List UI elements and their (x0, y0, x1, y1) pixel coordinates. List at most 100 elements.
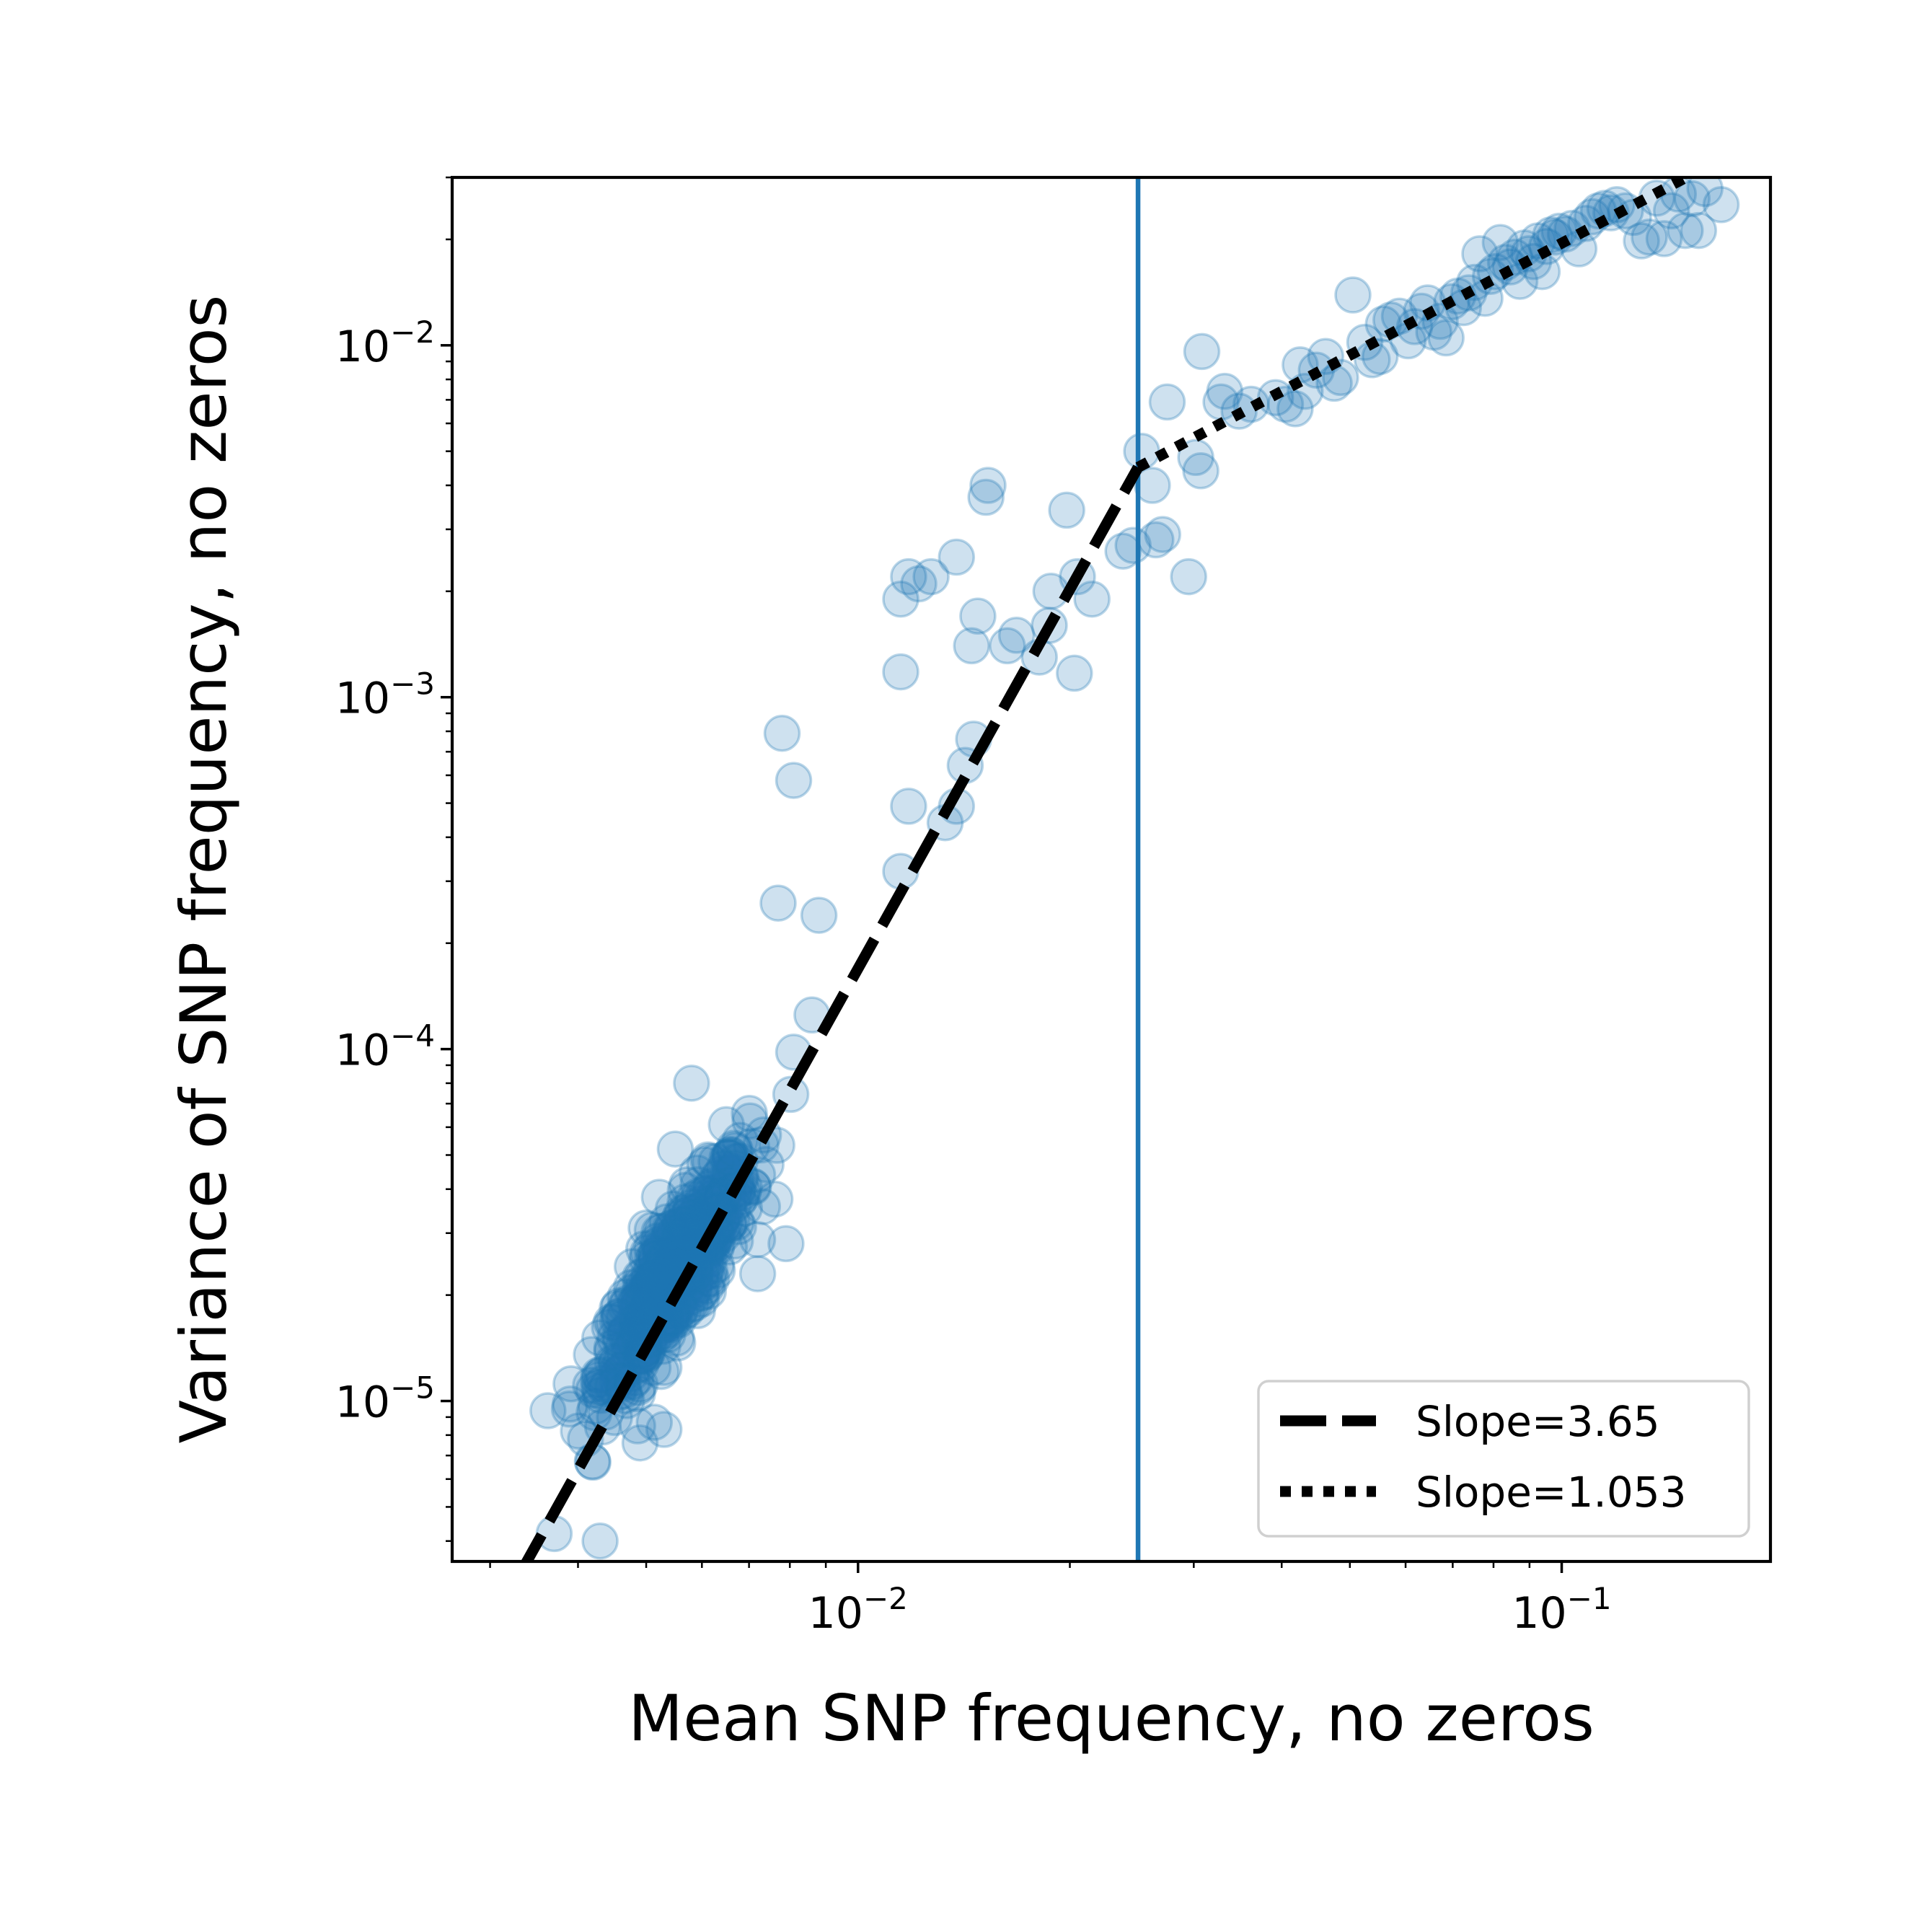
cluster-point (639, 1264, 676, 1302)
scatter-point (890, 558, 927, 596)
cluster-point (640, 1249, 679, 1287)
cluster-point (625, 1230, 663, 1268)
x-tick-label: 10−2 (808, 1581, 908, 1639)
scatter-point (1144, 516, 1181, 553)
cluster-point (649, 1234, 687, 1272)
cluster-point (640, 1263, 678, 1300)
cluster-point (628, 1269, 666, 1307)
scatter-points (529, 177, 1740, 1560)
cluster-point (643, 1230, 680, 1268)
cluster-point (632, 1268, 670, 1305)
scatter-point (1631, 219, 1668, 256)
cluster-point (697, 1142, 735, 1181)
cluster-point (634, 1240, 671, 1278)
cluster-point (698, 1251, 736, 1290)
cluster-point (632, 1260, 671, 1297)
cluster-point (697, 1246, 736, 1284)
cluster-point (654, 1232, 692, 1270)
cluster-point (692, 1260, 731, 1298)
cluster-point (630, 1284, 669, 1323)
cluster-point (612, 1269, 650, 1307)
scatter-point (1461, 235, 1499, 273)
scatter-point (721, 1121, 759, 1160)
cluster-point (691, 1176, 728, 1215)
cluster-point (596, 1319, 634, 1357)
cluster-point (640, 1259, 677, 1297)
cluster-point (550, 1391, 588, 1428)
scatter-point (900, 565, 938, 603)
cluster-point (627, 1275, 666, 1313)
cluster-point (689, 1259, 728, 1297)
fit-line-dashed (520, 464, 1143, 1561)
cluster-point (716, 1222, 754, 1260)
cluster-point (591, 1308, 628, 1346)
y-tick-label: 10−4 (335, 1018, 435, 1076)
cluster-point (632, 1265, 671, 1303)
cluster-point (685, 1188, 723, 1226)
cluster-point (622, 1277, 660, 1315)
scatter-point (989, 627, 1026, 665)
cluster-point (613, 1305, 650, 1342)
cluster-point (725, 1189, 764, 1227)
cluster-point (648, 1238, 685, 1275)
scatter-point (959, 597, 997, 635)
cluster-point (620, 1275, 658, 1313)
cluster-point (572, 1366, 609, 1404)
cluster-point (679, 1166, 717, 1204)
cluster-point (573, 1336, 610, 1374)
cluster-point (614, 1333, 653, 1371)
cluster-point (619, 1284, 658, 1323)
cluster-point (662, 1217, 700, 1255)
cluster-point (637, 1236, 675, 1274)
cluster-point (632, 1277, 669, 1316)
cluster-point (645, 1240, 683, 1278)
cluster-point (643, 1352, 680, 1391)
cluster-point (607, 1312, 645, 1349)
cluster-point (689, 1141, 727, 1179)
cluster-point (628, 1240, 666, 1277)
cluster-point (646, 1242, 684, 1279)
cluster-point (656, 1242, 694, 1279)
cluster-point (715, 1129, 753, 1167)
cluster-point (638, 1240, 675, 1278)
cluster-point (668, 1212, 705, 1249)
cluster-point (622, 1266, 659, 1303)
cluster-point (639, 1222, 676, 1260)
cluster-point (643, 1240, 681, 1277)
scatter-point (775, 762, 813, 799)
cluster-point (617, 1284, 655, 1322)
scatter-point (912, 558, 950, 596)
cluster-point (636, 1238, 674, 1276)
cluster-point (529, 1392, 567, 1429)
cluster-point (682, 1185, 720, 1222)
scatter-point (1177, 439, 1214, 477)
cluster-point (622, 1258, 659, 1296)
cluster-point (664, 1206, 702, 1244)
cluster-point (633, 1211, 671, 1249)
cluster-point (644, 1240, 682, 1278)
scatter-point (763, 714, 801, 752)
cluster-point (661, 1233, 699, 1271)
scatter-point (1134, 467, 1171, 504)
cluster-point (692, 1167, 731, 1205)
cluster-point (619, 1288, 656, 1326)
scatter-point (969, 467, 1007, 504)
cluster-point (632, 1278, 670, 1316)
cluster-point (669, 1205, 706, 1243)
scatter-point (800, 896, 838, 934)
cluster-point (602, 1341, 640, 1380)
cluster-point (688, 1267, 725, 1305)
cluster-point (618, 1302, 656, 1340)
cluster-point (583, 1365, 621, 1403)
scatter-point (1073, 580, 1111, 618)
cluster-point (619, 1301, 657, 1339)
cluster-point (636, 1259, 674, 1297)
cluster-point (606, 1278, 644, 1316)
cluster-point (645, 1238, 682, 1276)
cluster-point (624, 1274, 662, 1313)
cluster-point (640, 1246, 678, 1284)
cluster-point (595, 1303, 632, 1341)
cluster-point (593, 1329, 631, 1367)
cluster-point (633, 1249, 671, 1287)
